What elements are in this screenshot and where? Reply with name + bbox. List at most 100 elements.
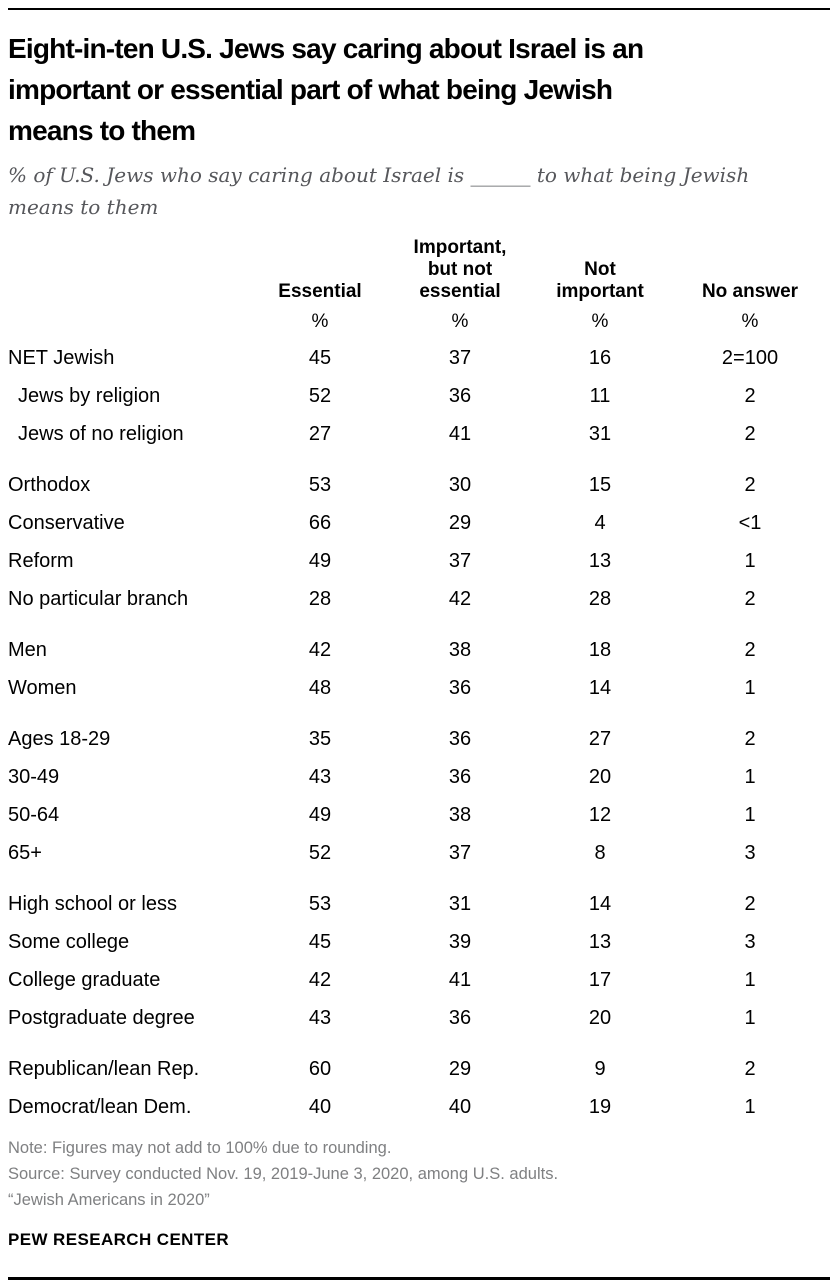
value-essential: 45: [308, 930, 332, 953]
value-no-answer: 2: [744, 892, 756, 915]
unit-percent: %: [741, 311, 759, 332]
value-not-important: 17: [588, 968, 612, 991]
row-label: Postgraduate degree: [8, 1006, 195, 1029]
value-not-important: 14: [588, 676, 612, 699]
value-no-answer: 2: [744, 384, 756, 407]
value-no-answer: 2: [744, 638, 756, 661]
value-essential: 42: [308, 968, 332, 991]
value-no-answer: 2: [744, 422, 756, 445]
row-label: Reform: [8, 549, 74, 572]
value-no-answer: 1: [744, 1006, 756, 1029]
unit-percent: %: [591, 311, 609, 332]
table-row: 50-64 49 38 12 1: [8, 796, 830, 834]
table-row: Jews by religion 52 36 11 2: [8, 377, 830, 415]
row-label: Orthodox: [8, 473, 91, 496]
value-important-but-not-essential: 39: [448, 930, 472, 953]
table-row: Women 48 36 14 1: [8, 669, 830, 707]
row-label: No particular branch: [8, 587, 189, 610]
value-essential: 49: [308, 549, 332, 572]
value-no-answer: 1: [744, 676, 756, 699]
table-header-row: Essential Important, but not essential N…: [8, 237, 830, 303]
value-no-answer: <1: [738, 511, 762, 534]
bottom-rule: [8, 1277, 830, 1280]
table-row: Jews of no religion 27 41 31 2: [8, 415, 830, 453]
unit-row: % % % %: [8, 310, 830, 334]
value-not-important: 28: [588, 587, 612, 610]
value-no-answer: 2=100: [721, 346, 779, 369]
value-important-but-not-essential: 38: [448, 638, 472, 661]
table-group: Republican/lean Rep. 60 29 9 2 Democrat/…: [8, 1050, 830, 1126]
table-row: 65+ 52 37 8 3: [8, 834, 830, 872]
value-not-important: 12: [588, 803, 612, 826]
value-not-important: 15: [588, 473, 612, 496]
value-not-important: 4: [594, 511, 606, 534]
row-label: Republican/lean Rep.: [8, 1057, 200, 1080]
value-important-but-not-essential: 36: [448, 676, 472, 699]
value-no-answer: 2: [744, 587, 756, 610]
table-group: NET Jewish 45 37 16 2=100 Jews by religi…: [8, 339, 830, 453]
value-important-but-not-essential: 38: [448, 803, 472, 826]
value-essential: 43: [308, 1006, 332, 1029]
value-not-important: 14: [588, 892, 612, 915]
value-no-answer: 3: [744, 930, 756, 953]
value-important-but-not-essential: 31: [448, 892, 472, 915]
unit-percent: %: [311, 311, 329, 332]
value-not-important: 20: [588, 1006, 612, 1029]
table-group: Orthodox 53 30 15 2 Conservative 66 29 4…: [8, 466, 830, 618]
row-label: Women: [8, 676, 77, 699]
value-important-but-not-essential: 36: [448, 1006, 472, 1029]
value-essential: 60: [308, 1057, 332, 1080]
unit-percent: %: [451, 311, 469, 332]
value-not-important: 18: [588, 638, 612, 661]
value-important-but-not-essential: 30: [448, 473, 472, 496]
table-group: High school or less 53 31 14 2 Some coll…: [8, 885, 830, 1037]
row-label: Jews by religion: [18, 384, 161, 407]
value-not-important: 31: [588, 422, 612, 445]
value-not-important: 11: [589, 384, 611, 407]
value-no-answer: 1: [744, 1095, 756, 1118]
value-essential: 52: [308, 384, 332, 407]
value-essential: 49: [308, 803, 332, 826]
table-row: Reform 49 37 13 1: [8, 542, 830, 580]
table-group: Men 42 38 18 2 Women 48 36 14 1: [8, 631, 830, 707]
table-row: High school or less 53 31 14 2: [8, 885, 830, 923]
value-essential: 53: [308, 473, 332, 496]
subtitle: % of U.S. Jews who say caring about Isra…: [8, 163, 750, 219]
table-row: Orthodox 53 30 15 2: [8, 466, 830, 504]
value-essential: 28: [308, 587, 332, 610]
table-row: Postgraduate degree 43 36 20 1: [8, 999, 830, 1037]
table-row: Republican/lean Rep. 60 29 9 2: [8, 1050, 830, 1088]
value-important-but-not-essential: 29: [448, 511, 472, 534]
value-not-important: 9: [594, 1057, 606, 1080]
table-row: Some college 45 39 13 3: [8, 923, 830, 961]
value-essential: 45: [308, 346, 332, 369]
table-row: No particular branch 28 42 28 2: [8, 580, 830, 618]
value-essential: 66: [308, 511, 332, 534]
table-row: Democrat/lean Dem. 40 40 19 1: [8, 1088, 830, 1126]
column-header-important-but-not-essential: Important, but not essential: [413, 237, 507, 302]
value-not-important: 13: [588, 549, 612, 572]
row-label: Democrat/lean Dem.: [8, 1095, 192, 1118]
value-no-answer: 1: [744, 803, 756, 826]
table-row: College graduate 42 41 17 1: [8, 961, 830, 999]
value-essential: 40: [308, 1095, 332, 1118]
value-important-but-not-essential: 41: [448, 968, 472, 991]
page-title: Eight-in-ten U.S. Jews say caring about …: [8, 33, 644, 146]
value-not-important: 13: [588, 930, 612, 953]
value-essential: 48: [308, 676, 332, 699]
row-label: Jews of no religion: [18, 422, 184, 445]
note-source-text: Note: Figures may not add to 100% due to…: [8, 1139, 559, 1209]
value-essential: 42: [308, 638, 332, 661]
row-label: College graduate: [8, 968, 161, 991]
value-essential: 35: [308, 727, 332, 750]
value-important-but-not-essential: 40: [448, 1095, 472, 1118]
value-no-answer: 2: [744, 727, 756, 750]
value-no-answer: 1: [744, 968, 756, 991]
table-group: Ages 18-29 35 36 27 2 30-49 43 36 20 1 5…: [8, 720, 830, 872]
table-row: Men 42 38 18 2: [8, 631, 830, 669]
value-no-answer: 1: [744, 549, 756, 572]
value-essential: 53: [308, 892, 332, 915]
value-important-but-not-essential: 37: [448, 346, 472, 369]
value-important-but-not-essential: 29: [448, 1057, 472, 1080]
